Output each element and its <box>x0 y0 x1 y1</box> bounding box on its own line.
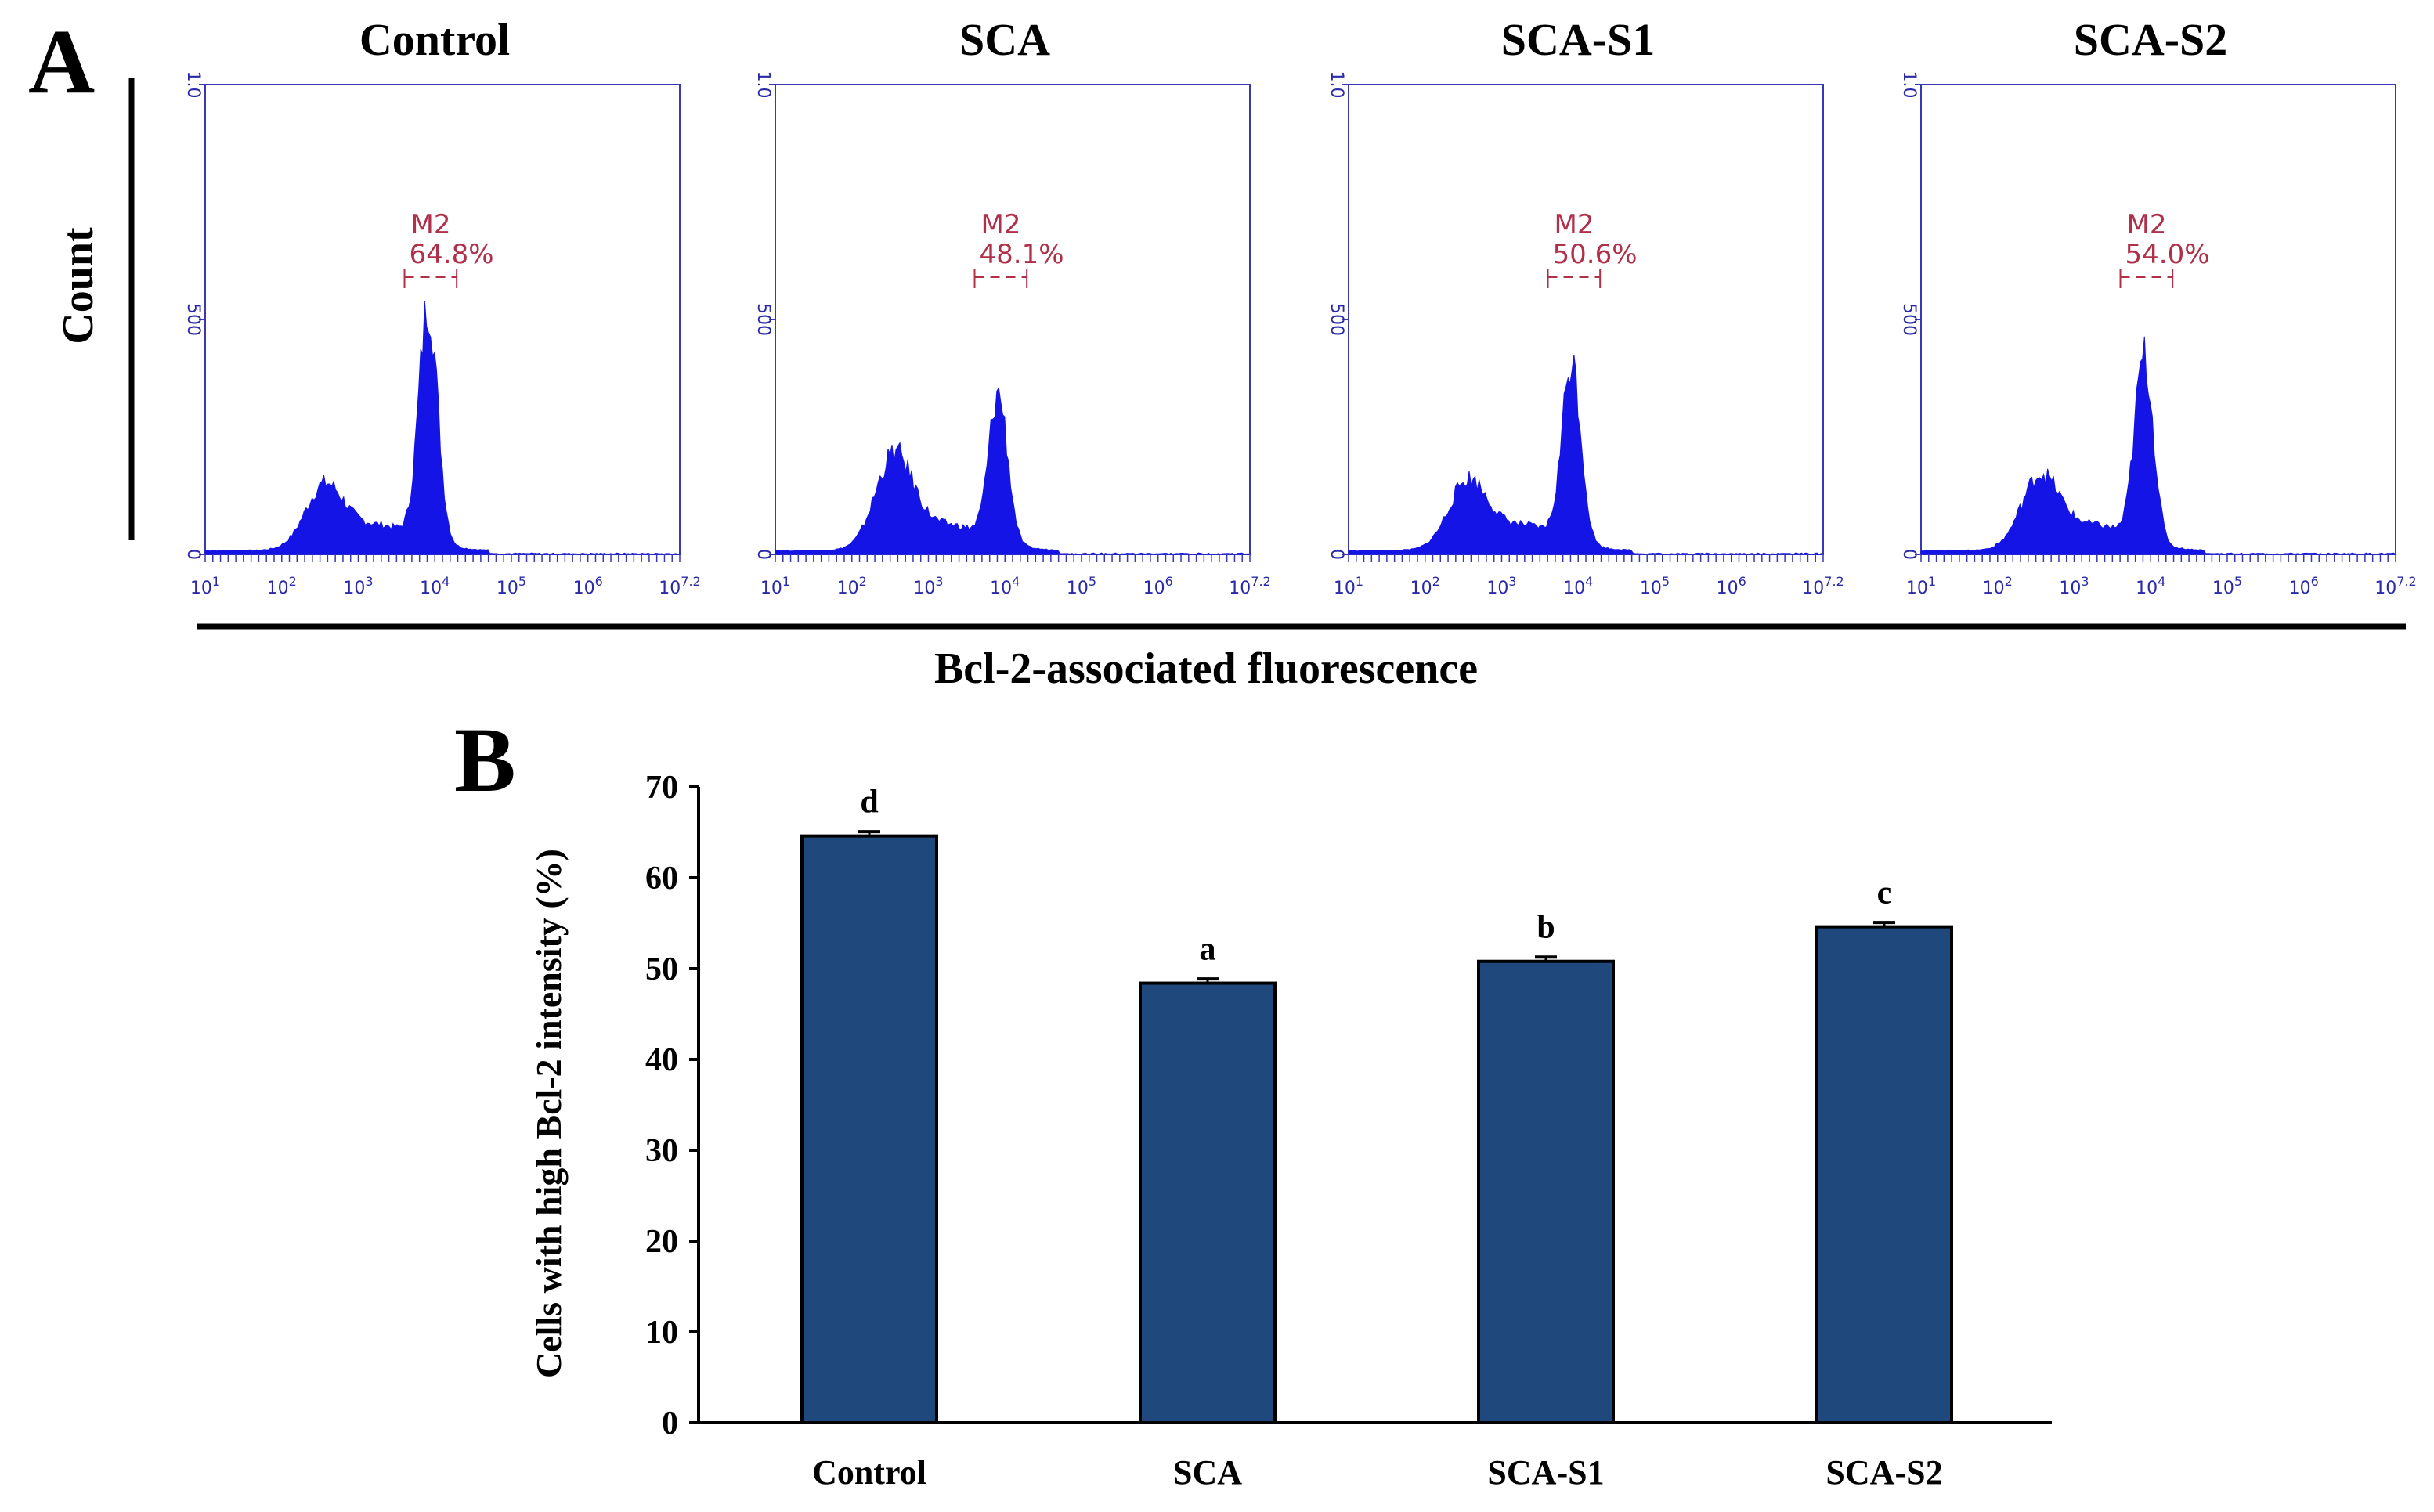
histogram-xtick-label: 104 <box>2136 574 2165 598</box>
histogram-xtick-label: 102 <box>1983 574 2013 598</box>
y-tick-label: 10 <box>645 1315 678 1351</box>
histogram-ytick-label: 1.0 <box>1899 71 1919 99</box>
histogram-panel-sca-s2: SCA-S2 0 500 1.0 101 102 103 104 105 106 107.2 M254… <box>1899 14 2417 598</box>
histogram-ytick-label: 0 <box>1327 549 1346 560</box>
histogram-xtick-label: 105 <box>1067 574 1096 598</box>
histogram-xtick-label: 106 <box>1143 574 1173 598</box>
histogram-frame <box>1920 84 2396 555</box>
bar-sca <box>1139 981 1277 1425</box>
y-tick-label: 50 <box>645 951 678 987</box>
histogram-ytick-label: 0 <box>753 549 773 560</box>
x-category-label: Control <box>812 1453 926 1492</box>
bar-sca-s2 <box>1815 925 1953 1424</box>
histogram-xtick-label: 107.2 <box>1802 574 1844 598</box>
x-category-label: SCA-S2 <box>1826 1453 1942 1492</box>
histogram-xtick-label: 104 <box>1563 574 1593 598</box>
bar-chart-ylabel: Cells with high Bcl-2 intensity (%) <box>529 849 569 1378</box>
gate-percent: 64.8% <box>410 239 494 270</box>
histogram-xtick-label: 104 <box>420 574 450 598</box>
y-tick-label: 0 <box>662 1406 678 1442</box>
histogram-xtick-label: 103 <box>343 574 373 598</box>
histogram-frame <box>1348 84 1824 555</box>
histogram-ytick-label: 500 <box>1327 303 1346 336</box>
histogram-ytick-label: 500 <box>753 303 773 336</box>
significance-label: a <box>1200 932 1216 968</box>
histogram-xtick-label: 104 <box>990 574 1020 598</box>
histogram-ytick-label: 500 <box>1899 303 1919 336</box>
histogram-xtick-label: 103 <box>913 574 943 598</box>
gate-percent: 48.1% <box>980 239 1064 270</box>
histogram-area <box>204 301 681 555</box>
y-tick-label: 70 <box>645 770 678 806</box>
gate-percent: 50.6% <box>1553 239 1638 270</box>
histogram-xtick-label: 107.2 <box>659 574 700 598</box>
panel-b-letter: B <box>454 709 516 811</box>
histogram-panel-control: Control 0 500 1.0 101 102 103 104 105 106 107.2 M26… <box>183 14 701 598</box>
histogram-title: SCA <box>959 14 1050 65</box>
significance-label: b <box>1537 910 1555 946</box>
y-tick-label: 40 <box>645 1042 678 1078</box>
bar-control <box>800 834 938 1424</box>
gate-percent: 54.0% <box>2125 239 2210 270</box>
gate-label: M2 <box>411 209 451 240</box>
histogram-xtick-label: 103 <box>1486 574 1516 598</box>
y-tick-label: 60 <box>645 861 678 897</box>
histogram-xtick-label: 105 <box>497 574 526 598</box>
histogram-xtick-label: 106 <box>2289 574 2319 598</box>
histogram-ytick-label: 1.0 <box>753 71 773 99</box>
histogram-xtick-label: 106 <box>573 574 603 598</box>
gate-label: M2 <box>981 209 1021 240</box>
histogram-xtick-label: 105 <box>1640 574 1670 598</box>
histogram-ytick-label: 1.0 <box>1327 71 1346 99</box>
count-label: Count <box>54 227 103 345</box>
histogram-xtick-label: 101 <box>190 574 220 598</box>
histogram-ytick-label: 0 <box>1899 549 1919 560</box>
histogram-frame <box>775 84 1251 555</box>
significance-label: c <box>1877 875 1892 911</box>
fluorescence-label: Bcl-2-associated fluorescence <box>934 644 1478 693</box>
histogram-xtick-label: 107.2 <box>1229 574 1270 598</box>
y-tick-label: 20 <box>645 1224 678 1260</box>
histogram-xtick-label: 102 <box>1410 574 1440 598</box>
panel-a-letter: A <box>28 10 95 113</box>
histogram-xtick-label: 101 <box>1906 574 1936 598</box>
bar-chart: 0 10 20 30 40 50 60 70 d Control a SCA b SCA-S1 c SCA-S… <box>645 770 2052 1492</box>
histogram-xtick-label: 101 <box>760 574 790 598</box>
x-category-label: SCA <box>1173 1453 1242 1492</box>
x-category-label: SCA-S1 <box>1487 1453 1604 1492</box>
histogram-xtick-label: 101 <box>1334 574 1363 598</box>
histogram-xtick-label: 102 <box>267 574 297 598</box>
histogram-ytick-label: 1.0 <box>183 71 203 99</box>
histogram-area <box>1348 354 1824 555</box>
histogram-area <box>775 386 1251 555</box>
histogram-xtick-label: 106 <box>1717 574 1746 598</box>
histogram-xtick-label: 102 <box>837 574 867 598</box>
histogram-ytick-label: 500 <box>183 303 203 336</box>
histogram-xtick-label: 107.2 <box>2374 574 2416 598</box>
histogram-area <box>1920 336 2397 555</box>
histogram-xtick-label: 105 <box>2212 574 2242 598</box>
histogram-title: SCA-S1 <box>1501 14 1656 65</box>
histogram-ytick-label: 0 <box>183 549 203 560</box>
y-tick-label: 30 <box>645 1133 678 1169</box>
histogram-title: SCA-S2 <box>2074 14 2228 65</box>
histogram-panel-sca-s1: SCA-S1 0 500 1.0 101 102 103 104 105 106 107.2 M250… <box>1327 14 1844 598</box>
significance-label: d <box>860 785 878 821</box>
gate-label: M2 <box>2127 209 2167 240</box>
histogram-xtick-label: 103 <box>2059 574 2089 598</box>
gate-label: M2 <box>1555 209 1594 240</box>
bar-sca-s1 <box>1477 959 1615 1424</box>
histogram-title: Control <box>359 14 510 65</box>
